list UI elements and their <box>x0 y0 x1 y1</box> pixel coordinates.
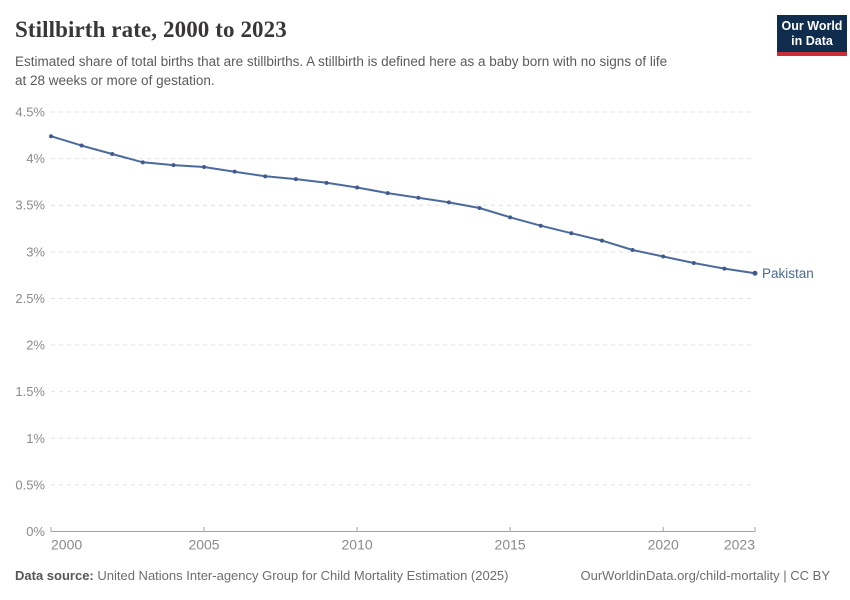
x-axis-tick-label: 2005 <box>188 537 219 553</box>
chart-subtitle: Estimated share of total births that are… <box>15 52 667 90</box>
y-axis-tick-label: 4.5% <box>15 105 45 120</box>
data-point <box>171 163 176 168</box>
y-axis-tick-label: 3.5% <box>15 198 45 213</box>
subtitle-line-1: Estimated share of total births that are… <box>15 54 668 69</box>
series-end-label: Pakistan <box>762 266 814 281</box>
data-point <box>263 174 268 179</box>
chart-footer: Data source: United Nations Inter-agency… <box>15 567 830 584</box>
y-axis-tick-label: 1% <box>26 431 45 446</box>
data-point <box>385 191 390 196</box>
x-axis-tick-label: 2000 <box>51 537 82 553</box>
data-point <box>202 165 207 170</box>
data-point <box>446 200 451 205</box>
x-axis-tick-label: 2020 <box>648 537 679 553</box>
data-source-text: United Nations Inter-agency Group for Ch… <box>93 568 509 583</box>
data-point <box>140 160 145 165</box>
subtitle-line-2: at 28 weeks or more of gestation. <box>15 73 215 88</box>
y-axis-tick-label: 0% <box>26 524 45 539</box>
data-point <box>232 169 237 174</box>
data-point <box>661 254 666 259</box>
x-axis-tick-label: 2023 <box>724 537 755 553</box>
data-point <box>538 223 543 228</box>
data-point <box>477 206 482 211</box>
data-point <box>355 185 360 190</box>
chart-title: Stillbirth rate, 2000 to 2023 <box>15 17 287 42</box>
y-axis-tick-label: 2.5% <box>15 291 45 306</box>
x-axis-tick-label: 2010 <box>342 537 373 553</box>
data-point <box>110 151 115 156</box>
owid-logo[interactable]: Our World in Data <box>777 15 847 56</box>
owid-url-license-link[interactable]: OurWorldinData.org/child-mortality | CC … <box>580 568 831 583</box>
series-line <box>50 135 756 275</box>
data-point <box>293 177 298 182</box>
data-point <box>599 238 604 243</box>
data-point <box>49 134 53 139</box>
y-axis-tick-label: 0.5% <box>15 477 45 492</box>
data-point <box>569 231 574 236</box>
x-axis-tick-label: 2015 <box>495 537 526 553</box>
data-point <box>722 266 727 271</box>
y-axis-tick-label: 4% <box>26 151 45 166</box>
data-point <box>630 247 635 252</box>
data-source-label: Data source: <box>15 568 94 583</box>
y-axis-tick-label: 1.5% <box>15 384 45 399</box>
data-point <box>691 261 696 266</box>
owid-logo-line2: in Data <box>791 34 833 48</box>
owid-logo-line1: Our World <box>781 19 843 33</box>
data-point <box>752 270 758 276</box>
data-point <box>508 215 513 220</box>
data-point <box>324 180 329 185</box>
data-point <box>416 195 421 200</box>
y-axis-tick-label: 3% <box>26 244 45 259</box>
data-source-note: Data source: United Nations Inter-agency… <box>15 567 509 584</box>
data-point <box>79 143 84 148</box>
y-axis-tick-label: 2% <box>26 338 45 353</box>
